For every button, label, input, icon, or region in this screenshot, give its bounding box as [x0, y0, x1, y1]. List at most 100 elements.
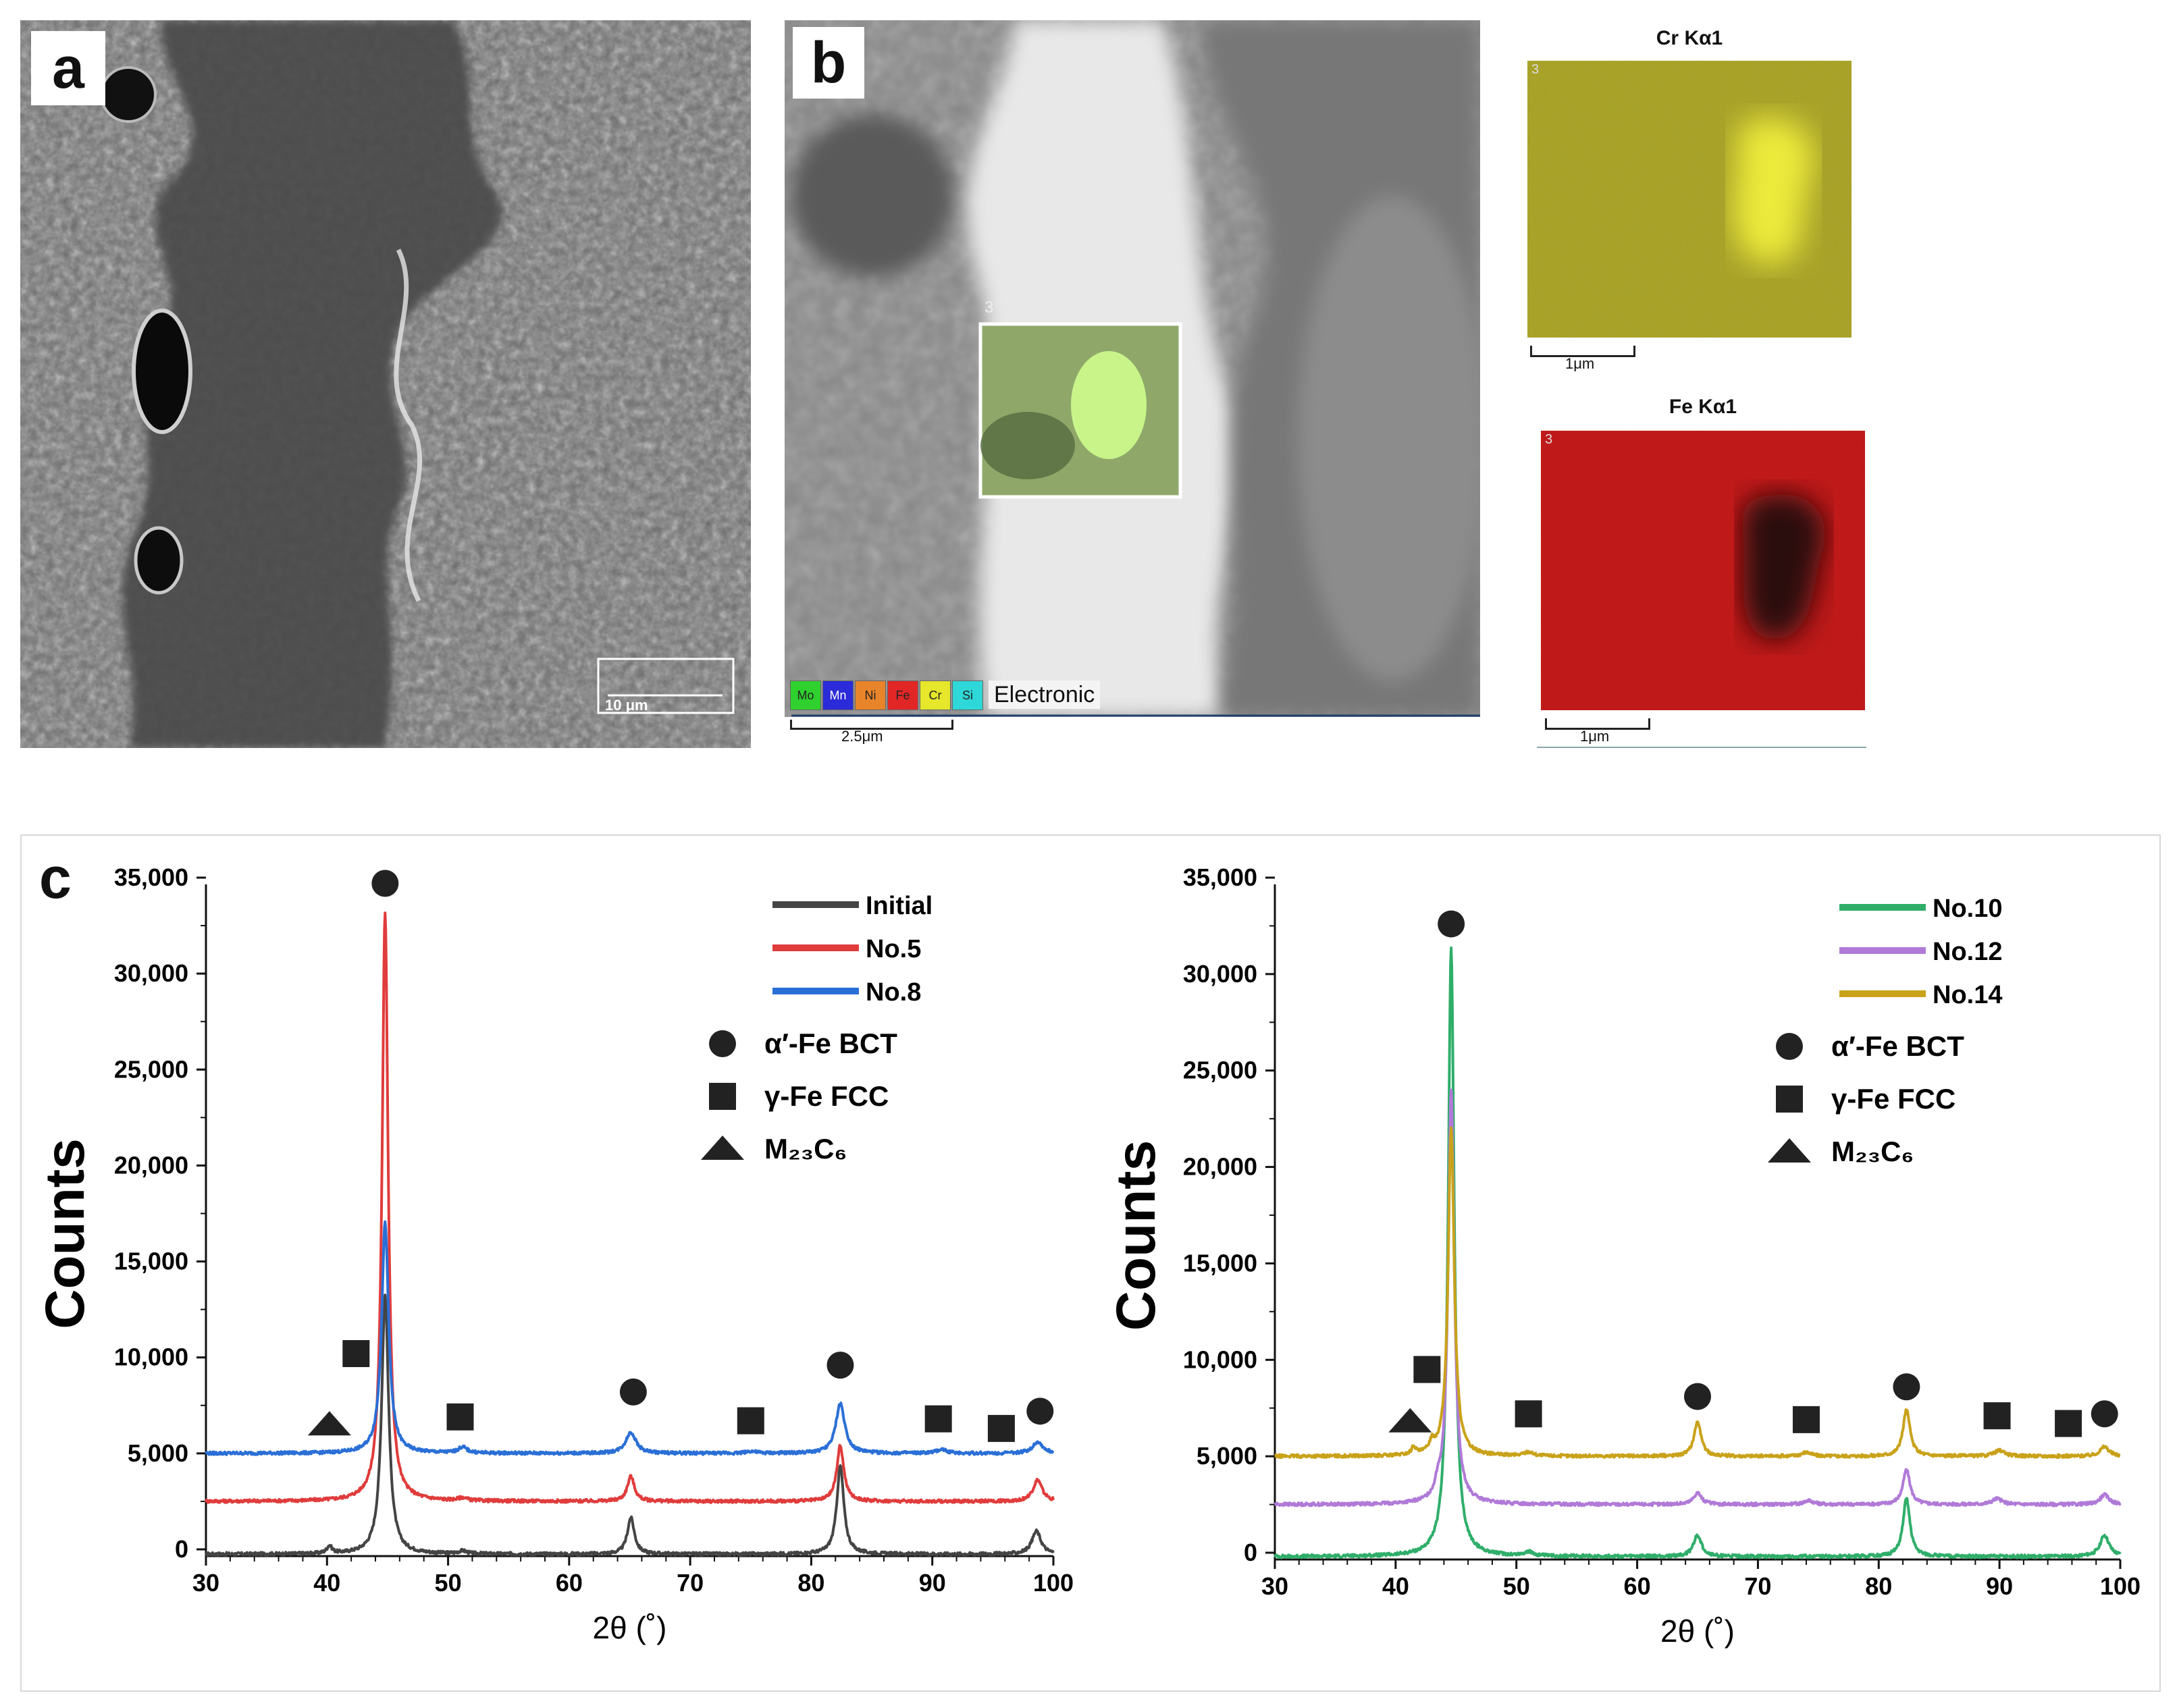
scalebar-label-fe: 1μm	[1580, 728, 1610, 745]
y-tick-label-1: 5,000	[1197, 1442, 1257, 1470]
x-tick-label-0: 40	[313, 1569, 340, 1597]
y-tick-label-0: 0	[175, 1535, 188, 1563]
panel-label-c: c	[39, 846, 72, 911]
legend-symbol-square	[709, 1083, 736, 1110]
phase-marker-circle	[1893, 1373, 1920, 1401]
sem-micrograph-b	[785, 20, 1480, 717]
legend-phase-label-2: M₂₃C₆	[1831, 1136, 1914, 1167]
series-line-no-10	[1274, 946, 2122, 1559]
legend-symbol-square	[1776, 1086, 1803, 1113]
x-tick-label-0: 70	[677, 1569, 704, 1597]
x-tick-label-0: 80	[797, 1569, 824, 1597]
phase-marker-circle	[826, 1352, 854, 1379]
legend-phase-label-0: α′-Fe BCT	[1831, 1030, 1964, 1062]
map-title-cr: Cr Kα1	[1656, 27, 1723, 49]
legend-label-no-5: No.5	[866, 935, 921, 963]
scalebar-cr	[1530, 346, 1635, 357]
y-tick-label-1: 25,000	[1183, 1057, 1257, 1084]
phase-marker-square	[1413, 1356, 1441, 1383]
scalebar-label-b: 2.5μm	[841, 728, 883, 745]
x-tick-label-0: 90	[919, 1569, 946, 1597]
phase-marker-circle	[619, 1378, 647, 1406]
y-tick-label-1: 30,000	[1183, 960, 1257, 988]
sem-image-b: b 3 Mo Mn Ni Fe Cr Si Electronic	[785, 20, 1480, 717]
map-divider	[1537, 747, 1866, 748]
series-line-no-8	[205, 1220, 1055, 1456]
element-chip-si: Si	[952, 680, 983, 710]
phase-marker-square	[987, 1414, 1015, 1442]
legend-label-initial: Initial	[866, 892, 933, 920]
x-axis-label-1: 2θ (˚)	[1660, 1613, 1735, 1649]
legend-phase-label-1: γ-Fe FCC	[764, 1080, 889, 1112]
legend-label-no-14: No.14	[1933, 981, 2002, 1009]
phase-marker-square	[737, 1407, 764, 1435]
phase-marker-square	[1983, 1402, 2011, 1430]
map-title-fe: Fe Kα1	[1669, 396, 1737, 418]
series-line-no-14	[1274, 1126, 2122, 1460]
legend-symbol-triangle	[1768, 1138, 1811, 1163]
series-line-no-5	[205, 911, 1055, 1504]
xrd-panel-frame	[20, 834, 2161, 1692]
scalebar-fe	[1545, 718, 1650, 730]
x-axis-label-0: 2θ (˚)	[593, 1610, 667, 1645]
legend-phase-label-1: γ-Fe FCC	[1831, 1083, 1955, 1115]
legend-symbol-triangle	[701, 1136, 744, 1160]
element-chip-mo: Mo	[790, 680, 821, 710]
map-region-label-fe: 3	[1545, 432, 1553, 447]
phase-marker-square	[2055, 1410, 2082, 1437]
y-tick-label-1: 15,000	[1183, 1249, 1257, 1277]
y-tick-label-0: 15,000	[114, 1248, 188, 1275]
x-tick-label-1: 60	[1624, 1572, 1651, 1600]
x-tick-label-0: 50	[435, 1569, 462, 1597]
y-tick-label-0: 35,000	[114, 863, 188, 891]
scalebar-label-cr: 1μm	[1565, 355, 1595, 372]
x-tick-label-1: 100	[2100, 1572, 2141, 1600]
x-tick-label-0: 100	[1033, 1569, 1074, 1597]
phase-marker-circle	[1438, 910, 1465, 938]
panel-label-a: a	[31, 31, 105, 105]
y-tick-label-1: 20,000	[1183, 1153, 1257, 1181]
element-legend: Mo Mn Ni Fe Cr Si	[790, 680, 993, 712]
phase-marker-triangle	[1388, 1408, 1432, 1433]
phase-marker-triangle	[307, 1411, 351, 1436]
map-region-label-cr: 3	[1531, 62, 1540, 77]
sem-image-a: a 10 μm	[20, 20, 751, 748]
y-axis-label-0: Counts	[34, 1138, 96, 1329]
element-chip-ni: Ni	[855, 680, 886, 710]
legend-phase-label-2: M₂₃C₆	[764, 1133, 847, 1165]
series-line-no-12	[1274, 1088, 2122, 1507]
x-tick-label-1: 40	[1382, 1572, 1409, 1600]
legend-phase-label-0: α′-Fe BCT	[764, 1028, 897, 1059]
phase-marker-square	[924, 1405, 952, 1433]
y-tick-label-0: 20,000	[114, 1151, 188, 1179]
phase-marker-square	[446, 1403, 474, 1431]
element-chip-fe: Fe	[887, 680, 918, 710]
legend-label-no-8: No.8	[866, 978, 921, 1007]
y-axis-label-1: Counts	[1105, 1140, 1167, 1331]
electronic-label: Electronic	[989, 680, 1101, 709]
phase-marker-circle	[1026, 1397, 1054, 1425]
legend-symbol-circle	[709, 1030, 736, 1057]
eds-map-fe: 3	[1541, 431, 1865, 710]
element-chip-mn: Mn	[822, 680, 854, 710]
phase-marker-circle	[371, 870, 399, 897]
phase-marker-square	[1515, 1400, 1542, 1428]
phase-marker-square	[1792, 1406, 1820, 1433]
x-tick-label-1: 70	[1744, 1572, 1771, 1600]
y-tick-label-1: 35,000	[1183, 863, 1257, 891]
x-tick-label-0: 30	[192, 1569, 219, 1597]
x-tick-label-1: 90	[1986, 1572, 2013, 1600]
phase-marker-circle	[1684, 1383, 1711, 1410]
y-tick-label-0: 10,000	[114, 1343, 188, 1371]
eds-map-cr: 3	[1527, 61, 1852, 338]
scalebar-label-a: 10 μm	[605, 697, 648, 714]
legend-label-no-12: No.12	[1933, 938, 2002, 966]
x-tick-label-1: 80	[1865, 1572, 1892, 1600]
legend-symbol-circle	[1776, 1033, 1803, 1060]
element-chip-cr: Cr	[920, 680, 951, 710]
y-tick-label-0: 25,000	[114, 1055, 188, 1083]
phase-marker-square	[342, 1340, 370, 1368]
legend-label-no-10: No.10	[1933, 895, 2002, 923]
x-tick-label-0: 60	[556, 1569, 583, 1597]
